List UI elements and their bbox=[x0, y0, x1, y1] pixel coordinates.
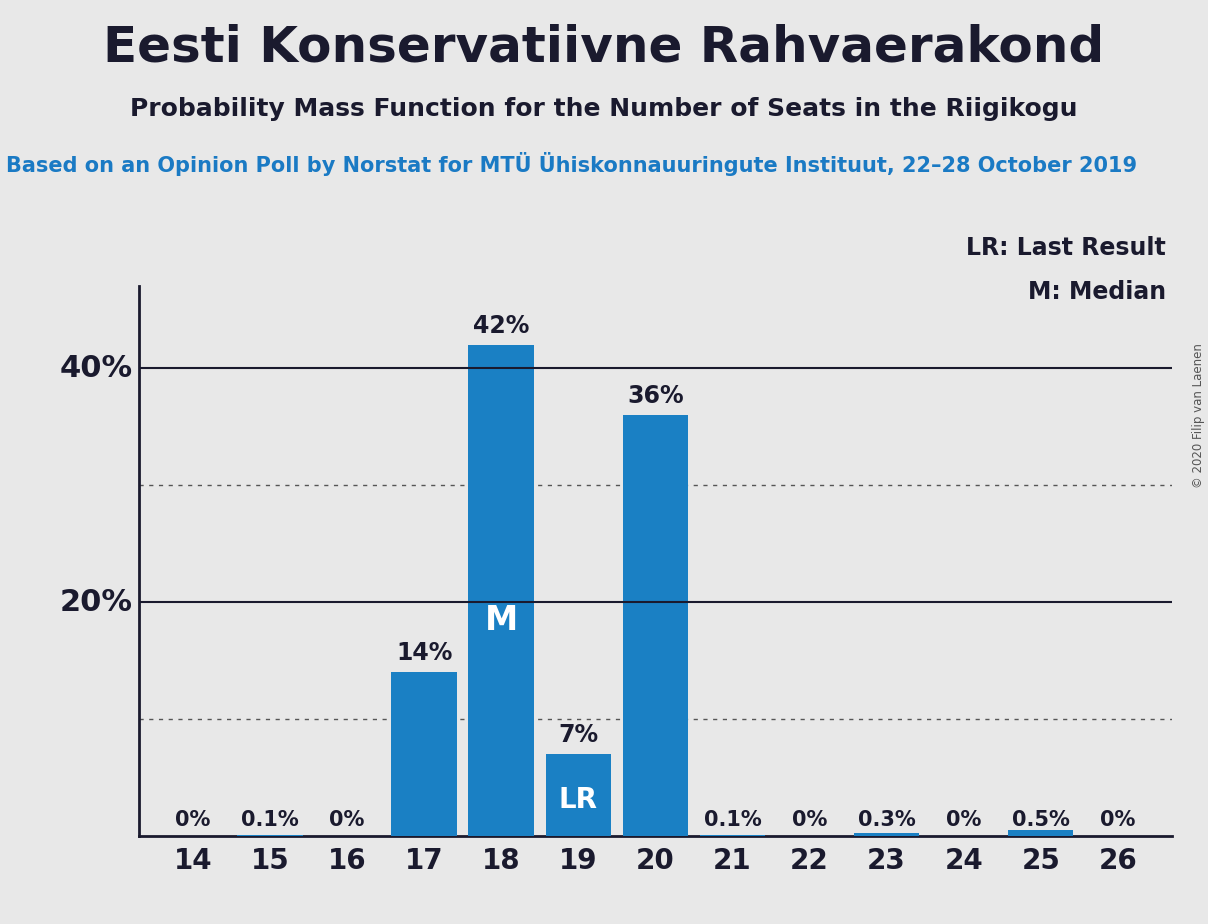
Text: LR: LR bbox=[559, 786, 598, 814]
Text: 36%: 36% bbox=[627, 384, 684, 408]
Text: Probability Mass Function for the Number of Seats in the Riigikogu: Probability Mass Function for the Number… bbox=[130, 97, 1078, 121]
Text: 7%: 7% bbox=[558, 723, 598, 748]
Text: 20%: 20% bbox=[60, 588, 133, 617]
Text: 0.5%: 0.5% bbox=[1012, 810, 1069, 831]
Text: 0%: 0% bbox=[946, 810, 981, 831]
Bar bbox=[854, 833, 919, 836]
Text: Eesti Konservatiivne Rahvaerakond: Eesti Konservatiivne Rahvaerakond bbox=[104, 23, 1104, 71]
Bar bbox=[1007, 831, 1074, 836]
Text: 0%: 0% bbox=[791, 810, 827, 831]
Text: 0.3%: 0.3% bbox=[858, 810, 916, 831]
Bar bbox=[237, 835, 303, 836]
Text: Based on an Opinion Poll by Norstat for MTÜ Ühiskonnauuringute Instituut, 22–28 : Based on an Opinion Poll by Norstat for … bbox=[6, 152, 1137, 176]
Text: LR: Last Result: LR: Last Result bbox=[966, 236, 1166, 260]
Text: © 2020 Filip van Laenen: © 2020 Filip van Laenen bbox=[1192, 344, 1204, 488]
Bar bbox=[546, 754, 611, 836]
Text: 0%: 0% bbox=[175, 810, 210, 831]
Bar bbox=[469, 345, 534, 836]
Text: 0%: 0% bbox=[1100, 810, 1136, 831]
Text: 40%: 40% bbox=[59, 354, 133, 383]
Text: 0%: 0% bbox=[330, 810, 365, 831]
Text: M: Median: M: Median bbox=[1028, 280, 1166, 304]
Text: 0.1%: 0.1% bbox=[703, 810, 761, 831]
Text: 42%: 42% bbox=[474, 314, 529, 338]
Text: 14%: 14% bbox=[396, 641, 452, 665]
Bar bbox=[622, 415, 689, 836]
Bar bbox=[699, 835, 765, 836]
Text: 0.1%: 0.1% bbox=[242, 810, 298, 831]
Bar bbox=[391, 673, 457, 836]
Text: M: M bbox=[484, 603, 518, 637]
